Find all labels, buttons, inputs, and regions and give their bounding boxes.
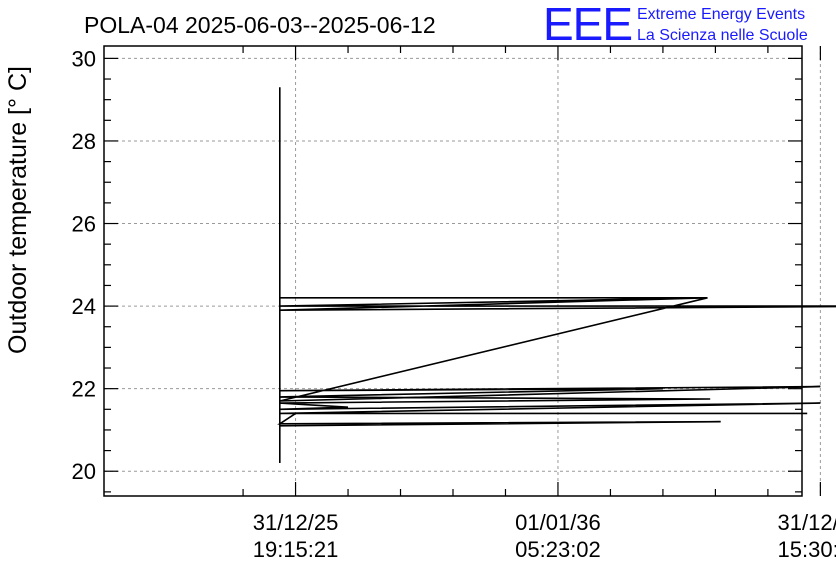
x-tick-label-time: 05:23:02 (515, 537, 601, 562)
logo-line-2: La Scienza nelle Scuole (637, 27, 808, 44)
eee-logo: EEE Extreme Energy Events La Scienza nel… (543, 0, 808, 50)
grid (104, 46, 821, 496)
logo-mark: EEE (543, 0, 632, 50)
y-tick-label: 28 (72, 129, 96, 154)
axes (103, 45, 821, 497)
y-tick-label: 20 (72, 459, 96, 484)
series-line (277, 87, 836, 463)
x-tick-label-date: 31/12/45 (778, 510, 836, 535)
x-tick-label-date: 31/12/25 (253, 510, 339, 535)
plot-frame (103, 45, 803, 497)
chart-title: POLA-04 2025-06-03--2025-06-12 (84, 12, 436, 38)
x-tick-label-date: 01/01/36 (515, 510, 601, 535)
y-tick-label: 26 (72, 212, 96, 237)
series-layer (277, 87, 836, 463)
y-tick-label: 24 (72, 294, 96, 319)
x-tick-label-time: 19:15:21 (253, 537, 339, 562)
x-tick-label-time: 15:30:43 (778, 537, 836, 562)
logo-line-1: Extreme Energy Events (637, 6, 805, 23)
y-axis-label: Outdoor temperature [° C] (4, 66, 32, 354)
y-tick-label: 22 (72, 377, 96, 402)
y-tick-label: 30 (72, 46, 96, 71)
